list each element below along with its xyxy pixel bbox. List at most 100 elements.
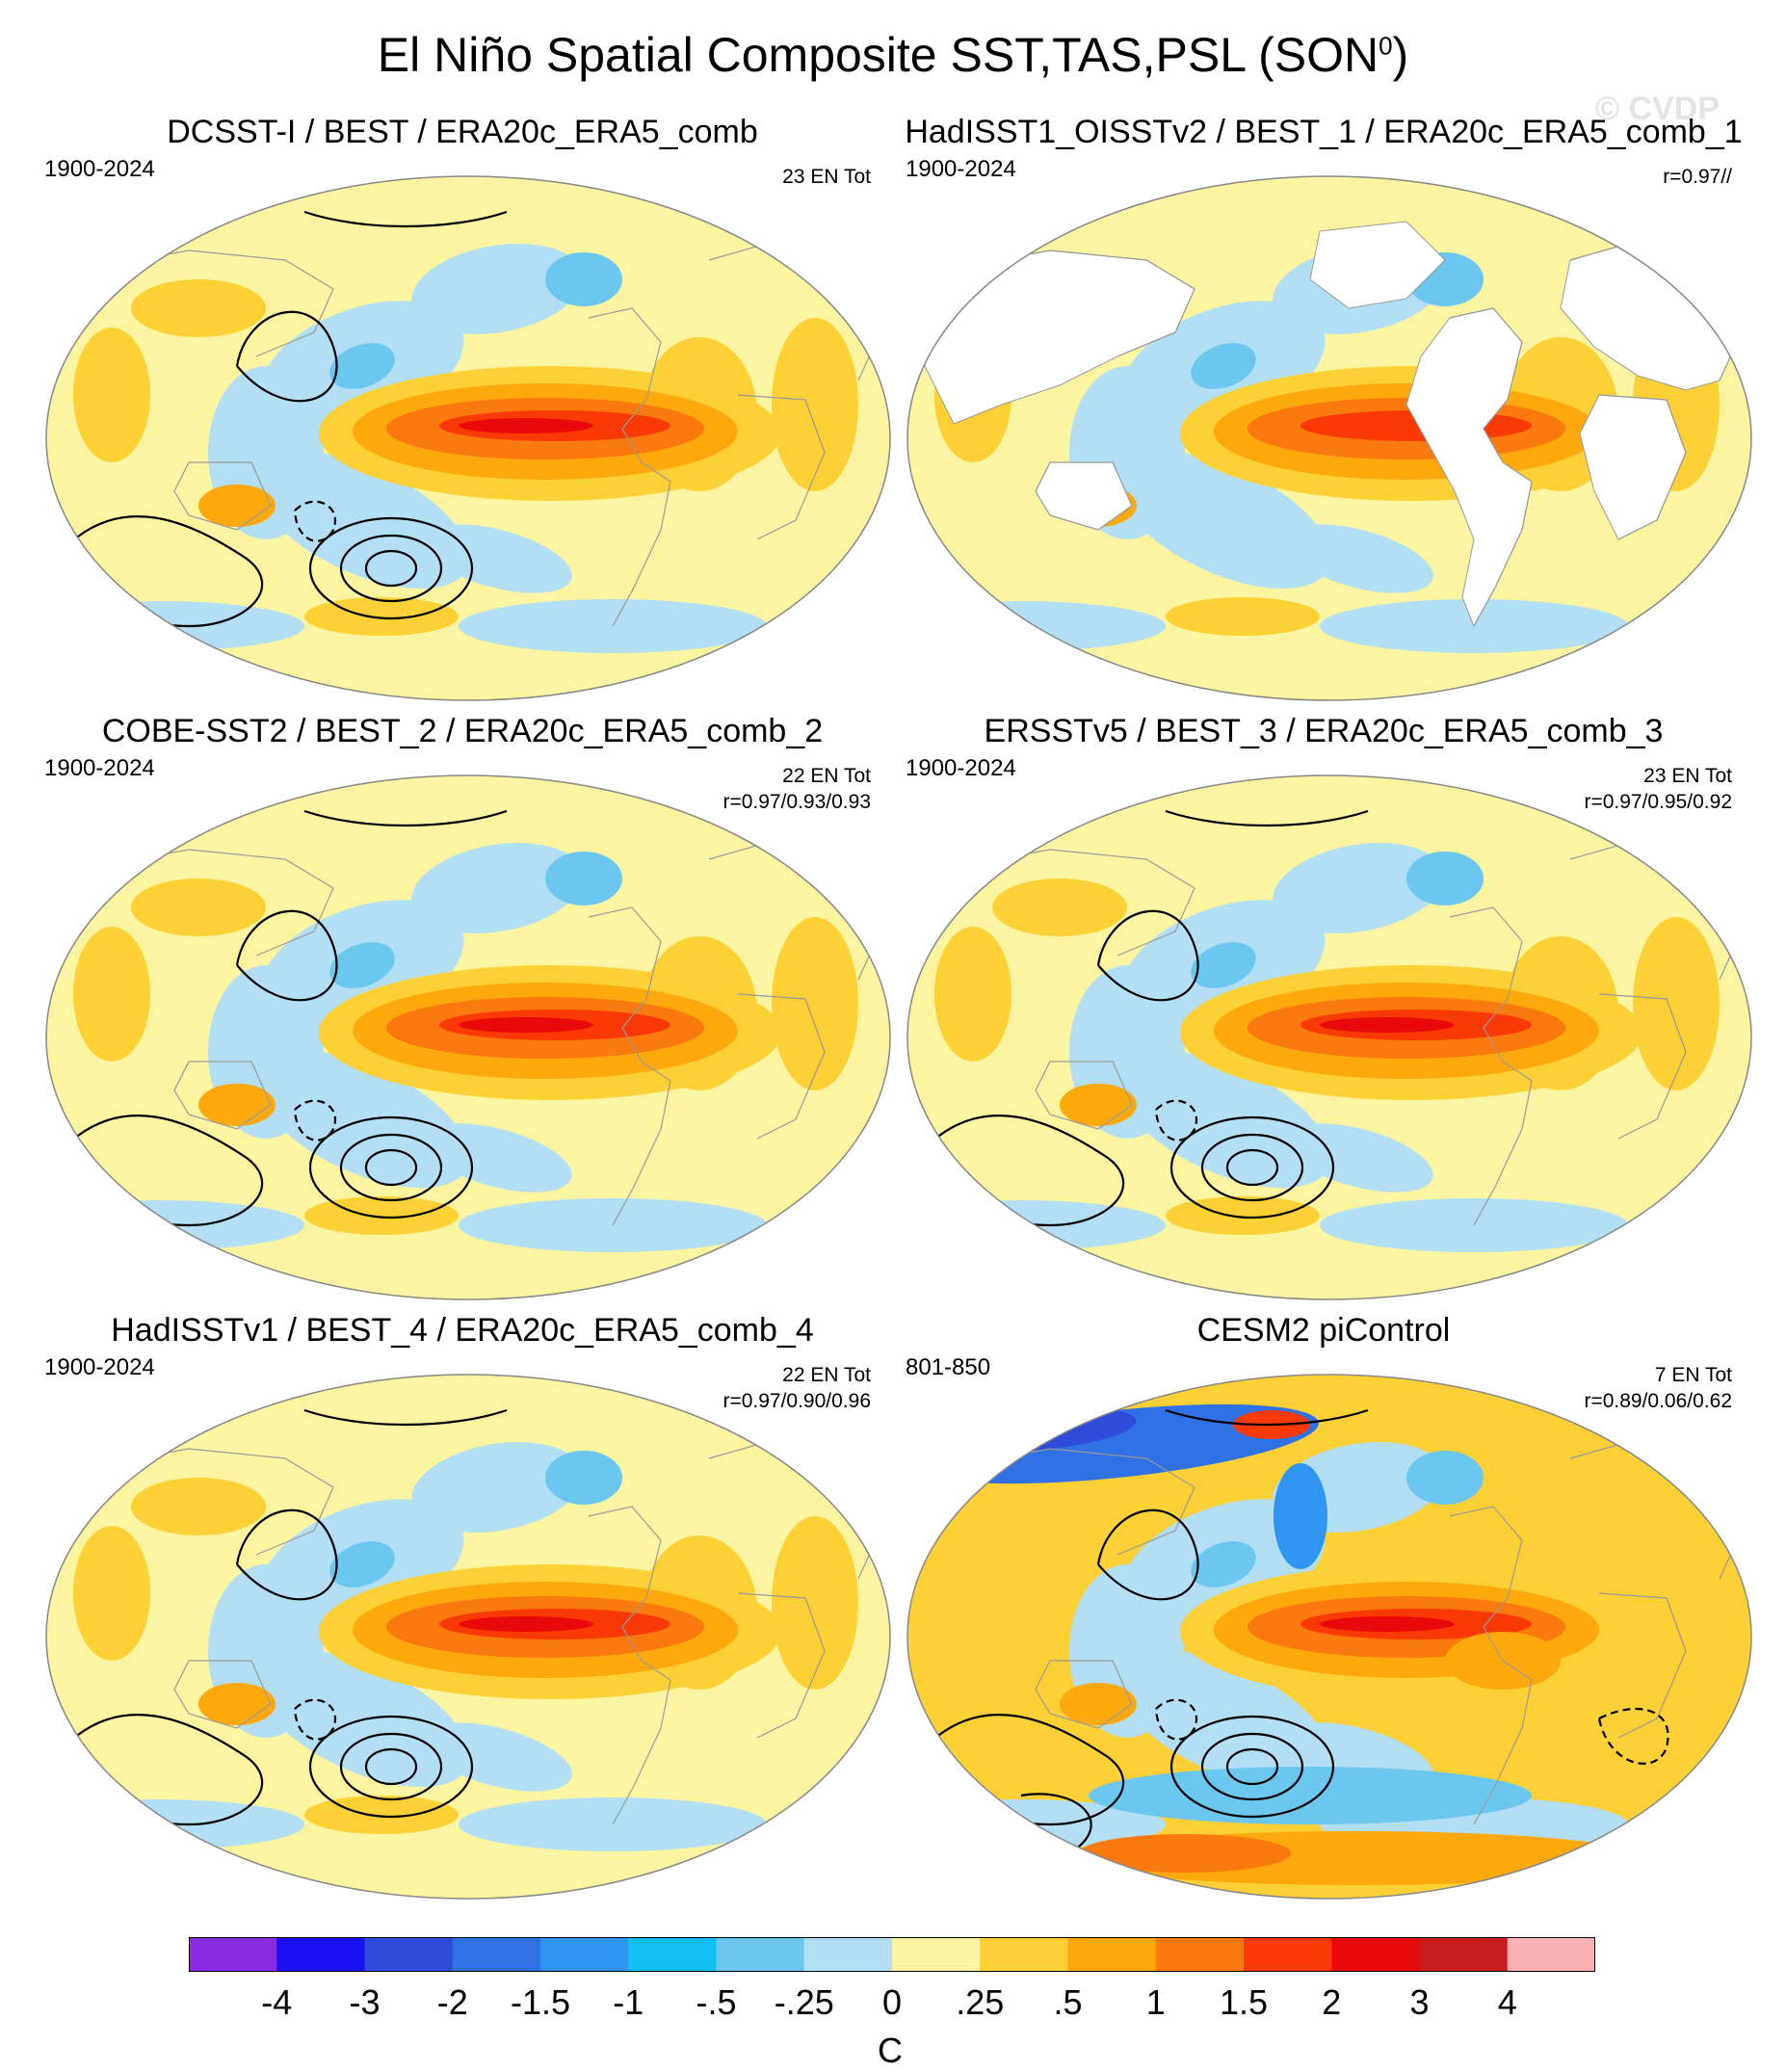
anomaly-region [73, 328, 150, 462]
colorbar-tick-label: 3 [1409, 1982, 1430, 2022]
anomaly-region [131, 279, 266, 337]
anomaly-region [992, 879, 1127, 936]
psl-contour [1200, 1133, 1304, 1202]
psl-contour [364, 549, 418, 588]
composite-map [906, 175, 1752, 701]
panel-hadisst-oisst: HadISST1_OISSTv2 / BEST_1 / ERA20c_ERA5_… [890, 114, 1757, 711]
anomaly-region [992, 1478, 1127, 1535]
coastline [943, 849, 1195, 957]
coastline [1449, 307, 1533, 627]
anomaly-region [916, 1403, 1319, 1484]
coastline [173, 461, 272, 531]
psl-contour [339, 1133, 443, 1202]
anomaly-region [1320, 1017, 1455, 1033]
coastline [173, 1660, 272, 1729]
colorbar-units: C [878, 2031, 903, 2070]
colorbar-swatch [189, 1937, 277, 1972]
colorbar-tick-label: -.5 [696, 1982, 737, 2022]
colorbar-swatch [540, 1937, 629, 1972]
colorbar-tick-label: -2 [436, 1982, 468, 2022]
map-border [906, 1374, 1752, 1900]
psl-contour [1154, 1099, 1197, 1141]
colorbar-tick-label: -4 [261, 1982, 293, 2022]
colorbar-swatch [628, 1937, 717, 1972]
composite-map [45, 774, 891, 1300]
colorbar-tick-label: .25 [956, 1982, 1005, 2022]
coastline [82, 1448, 334, 1556]
colorbar-tick-label: 0 [881, 1982, 903, 2022]
panel-title: DCSST-I / BEST / ERA20c_ERA5_comb [167, 114, 758, 150]
panel-hadisstv1: HadISSTv1 / BEST_4 / ERA20c_ERA5_comb_4 … [29, 1312, 896, 1909]
panel-title: ERSSTv5 / BEST_3 / ERA20c_ERA5_comb_3 [984, 713, 1664, 749]
psl-contour [1096, 909, 1199, 1002]
colorbar-swatch [803, 1937, 893, 1972]
psl-contour [1169, 1715, 1335, 1819]
panel-title: HadISSTv1 / BEST_4 / ERA20c_ERA5_comb_4 [111, 1312, 814, 1349]
anomaly-region [1633, 917, 1720, 1090]
colorbar-swatch [364, 1937, 454, 1972]
psl-contour [235, 310, 338, 403]
colorbar-swatch [1155, 1937, 1245, 1972]
land-mask [1309, 221, 1446, 309]
colorbar-tick-label: 1 [1145, 1982, 1166, 2022]
coastline [1598, 1592, 1687, 1739]
anomaly-region [304, 597, 459, 636]
anomaly-region [459, 1017, 593, 1033]
coastline [943, 249, 1195, 357]
anomaly-region [411, 244, 583, 334]
anomaly-region [1089, 1767, 1532, 1824]
colorbar-tick-label: .5 [1053, 1982, 1083, 2022]
anomaly-region [73, 927, 150, 1062]
coastline [943, 1448, 1195, 1556]
anomaly-region [772, 917, 858, 1090]
anomaly-region [459, 418, 593, 433]
psl-contour [1200, 1732, 1304, 1801]
panel-years: 801-850 [906, 1354, 991, 1380]
coastline [1035, 1061, 1133, 1130]
colorbar-swatch [1419, 1937, 1509, 1972]
colorbar-swatch [276, 1937, 365, 1972]
anomaly-region [459, 1616, 593, 1632]
psl-contour [339, 1732, 443, 1801]
anomaly-region [934, 1526, 1011, 1661]
anomaly-region [1191, 942, 1256, 988]
anomaly-region [304, 1196, 459, 1235]
composite-map [906, 774, 1752, 1300]
panel-title: CESM2 piControl [1196, 1312, 1451, 1349]
psl-contour [303, 1408, 508, 1427]
panel-dcsst: DCSST-I / BEST / ERA20c_ERA5_comb 1900-2… [29, 114, 896, 711]
coastline [737, 993, 826, 1140]
page-title: El Niño Spatial Composite SST,TAS,PSL (S… [377, 28, 1409, 82]
psl-contour [303, 809, 508, 827]
anomaly-region [545, 1451, 622, 1505]
colorbar-tick-label: 2 [1322, 1982, 1342, 2022]
map-border [906, 175, 1752, 701]
colorbar-tick-label: -1.5 [510, 1982, 571, 2022]
anomaly-region [772, 1516, 858, 1690]
anomaly-region [1273, 843, 1444, 933]
psl-contour [1225, 1148, 1279, 1187]
colorbar-tick-label: -.25 [774, 1982, 834, 2022]
panel-stats: 23 EN Tot [782, 166, 871, 188]
psl-contour [1096, 1508, 1199, 1601]
panel-stats: 22 EN Tot r=0.97/0.93/0.93 [722, 765, 871, 813]
anomaly-region [1283, 524, 1433, 593]
psl-contour [1597, 1707, 1669, 1765]
coastline [588, 1506, 671, 1825]
anomaly-region [1191, 1541, 1256, 1587]
colorbar [189, 1937, 1595, 1972]
anomaly-region [131, 879, 266, 936]
panel-years: 1900-2024 [44, 755, 155, 781]
panel-years: 1900-2024 [906, 755, 1016, 781]
psl-contour [1020, 1793, 1092, 1854]
composite-map [45, 1374, 891, 1900]
panel-cobe: COBE-SST2 / BEST_2 / ERA20c_ERA5_comb_2 … [29, 713, 896, 1310]
panel-stats: 23 EN Tot r=0.97/0.95/0.92 [1584, 765, 1732, 813]
colorbar-swatch [1331, 1937, 1420, 1972]
colorbar-swatch [1507, 1937, 1595, 1972]
colorbar-swatch [892, 1937, 981, 1972]
anomaly-region [329, 1541, 395, 1587]
colorbar-tick-label: 4 [1497, 1982, 1517, 2022]
colorbar-swatch [1244, 1937, 1332, 1972]
psl-contour [293, 1698, 336, 1741]
